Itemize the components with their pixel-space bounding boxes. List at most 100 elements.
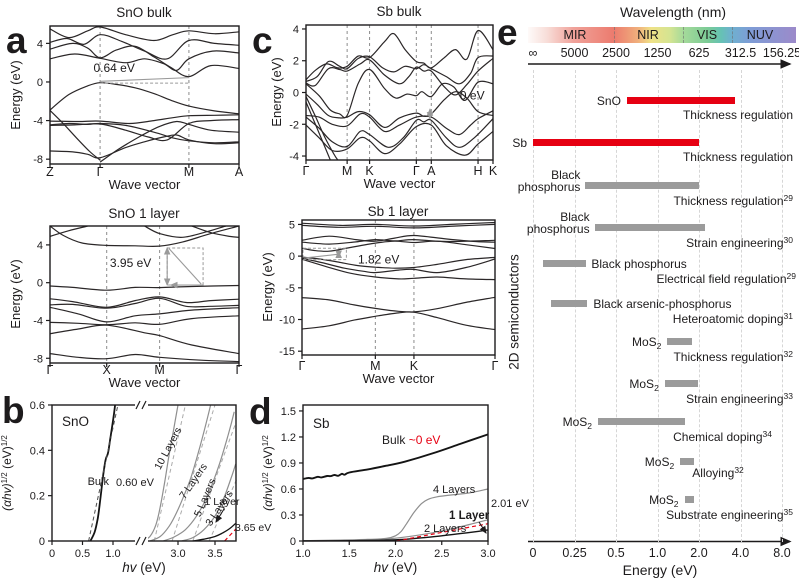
- curve-label: SnO: [62, 414, 89, 429]
- band-curve: [50, 306, 239, 323]
- band-curve: [302, 256, 495, 269]
- curve-label: 2.01 eV: [491, 498, 530, 510]
- kpoint-label: A: [235, 165, 244, 179]
- panel-a-label: a: [6, 20, 27, 61]
- y-axis-title: Energy (eV): [269, 57, 284, 126]
- material-label: MoS2: [629, 377, 659, 393]
- panel-e-label: e: [497, 12, 518, 53]
- spectral-region-divider: [683, 27, 684, 43]
- curve-label: 1 Layer: [204, 496, 240, 508]
- gap-annotation-line: [303, 253, 339, 259]
- material-label: MoS2: [562, 415, 592, 431]
- x-axis-title: Wave vector: [364, 176, 436, 191]
- y-tick-label: 0.9: [281, 458, 296, 470]
- band-curve: [50, 109, 101, 161]
- x-tick-label: 0: [49, 548, 55, 560]
- curve-label: 3.65 eV: [235, 522, 271, 534]
- spectral-region-label-nuv: NUV: [746, 28, 774, 42]
- spectral-region-divider: [732, 27, 733, 43]
- sno_1l-band-structure: 4 0 -4 -8 Γ X M Γ SnO 1 layer Wave vector Energy (…: [8, 206, 243, 390]
- band-curve: [302, 258, 495, 281]
- wavelength-tick-label: 5000: [560, 46, 589, 60]
- sno_bulk-band-structure: 4 0 -4 -8Z Γ M A SnO bulk Wave vector Energy (eV): [8, 5, 244, 192]
- plot-title: SnO bulk: [116, 5, 172, 20]
- wavelength-colorbar: [528, 27, 796, 43]
- band-curve: [306, 96, 339, 160]
- gap-label: 0 eV: [460, 89, 485, 103]
- band-curve: [302, 257, 495, 274]
- energy-tick-label: 8.0: [773, 546, 791, 560]
- band-curve: [302, 240, 495, 252]
- kpoint-label: Γ: [492, 359, 499, 373]
- y-tick-label: 0: [37, 77, 43, 89]
- bandgap-range-bar: [533, 139, 700, 146]
- x-axis-title: hv (eV): [122, 560, 166, 575]
- y-axis-title: Energy (eV): [260, 252, 275, 321]
- x-tick-label: 3.0: [170, 548, 185, 560]
- wavelength-tick-label: 2500: [602, 46, 630, 60]
- kpoint-label: M: [370, 359, 380, 373]
- band-curve: [50, 296, 239, 308]
- band-curve: [306, 110, 493, 136]
- plot-title: Sb 1 layer: [368, 204, 429, 219]
- technique-label: Thickness regulation29: [673, 193, 793, 208]
- wavelength-tick-label: 1250: [643, 46, 672, 60]
- y-tick-label: -8: [33, 154, 43, 166]
- wavelength-tick-label: 625: [688, 46, 710, 60]
- material-label: Sb: [512, 136, 527, 150]
- band-curve: [306, 101, 331, 160]
- curve-label: Bulk: [88, 476, 110, 488]
- y-tick-label: 1.2: [281, 432, 296, 444]
- material-label: SnO: [596, 94, 621, 108]
- technique-label: Chemical doping34: [673, 429, 772, 444]
- energy-tick-label: 2.0: [690, 546, 708, 560]
- technique-label: Heteroatomic doping31: [672, 311, 793, 326]
- x-tick-label: 3.0: [480, 548, 495, 560]
- band-curve: [306, 30, 493, 81]
- x-tick-label: 1.0: [105, 548, 120, 560]
- y-tick-label: 0: [289, 251, 295, 263]
- kpoint-label: Z: [46, 165, 54, 179]
- gap-label: 1.82 eV: [358, 252, 399, 266]
- kpoint-label: H: [474, 164, 483, 178]
- kpoint-label: K: [410, 359, 419, 373]
- y-tick-label: 0.6: [30, 400, 45, 412]
- plot-border: [49, 225, 240, 364]
- axis-break-mark: [141, 400, 147, 410]
- x-tick-label: 1.0: [295, 548, 310, 560]
- label-arrow: [215, 508, 225, 523]
- x-tick-label: 0.5: [75, 548, 90, 560]
- tauc-series-1-layer-fit-2-01-ev: [396, 523, 489, 542]
- x-tick-label: 2.5: [434, 548, 449, 560]
- bandgap-range-bar: [667, 338, 693, 345]
- label-arrow: [478, 521, 487, 534]
- y-tick-label: -8: [33, 353, 43, 365]
- kpoint-label: K: [489, 164, 498, 178]
- kpoint-label: Γ: [413, 164, 420, 178]
- y-tick-label: 0: [293, 88, 299, 100]
- plot-title: Sb bulk: [376, 4, 421, 19]
- band-curve: [144, 226, 226, 238]
- kpoint-label: Γ: [299, 359, 306, 373]
- y-tick-label: 0: [39, 536, 45, 548]
- panel-c-label: c: [252, 20, 273, 61]
- technique-label: Alloying32: [692, 465, 744, 480]
- energy-gridline: [699, 70, 700, 542]
- y-tick-label: 1.5: [281, 406, 296, 418]
- technique-label: Thickness regulation: [682, 150, 793, 164]
- band-curve: [50, 284, 239, 291]
- band-curve: [306, 116, 493, 148]
- y-tick-label: 5: [289, 219, 295, 231]
- y-tick-label: -4: [33, 315, 43, 327]
- band-curve: [50, 353, 239, 363]
- y-axis-title: Energy (eV): [8, 259, 23, 328]
- energy-gridline: [533, 70, 534, 542]
- technique-label: Strain engineering33: [686, 391, 793, 406]
- kpoint-label: X: [103, 363, 112, 377]
- material-label: MoS2: [631, 335, 662, 351]
- band-curve: [302, 296, 495, 313]
- energy-tick-label: 0.5: [607, 546, 625, 560]
- band-curve: [50, 226, 88, 237]
- kpoint-label: Γ: [97, 165, 104, 179]
